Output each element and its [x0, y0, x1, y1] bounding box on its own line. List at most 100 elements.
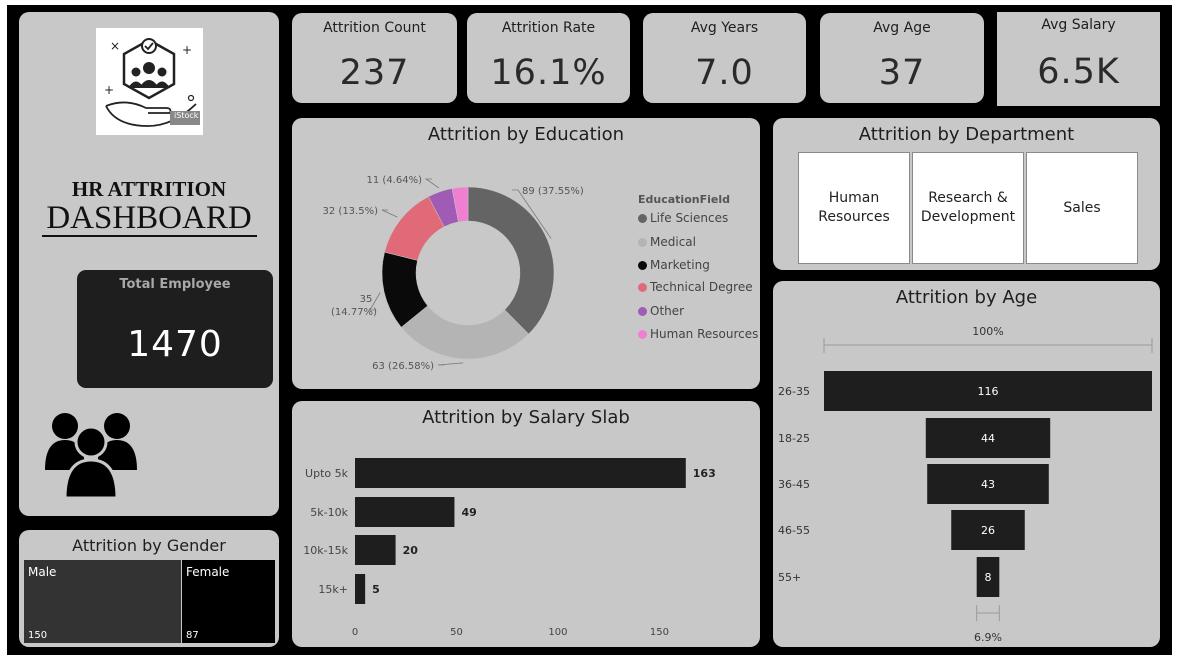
category-label: 55+	[778, 571, 801, 584]
funnel-bar	[824, 371, 1152, 411]
logo-watermark: iStock	[174, 111, 199, 120]
leader-line	[424, 178, 439, 189]
legend-label: Human Resources	[650, 327, 759, 341]
legend-swatch	[638, 213, 647, 223]
data-label: 8	[985, 571, 992, 584]
data-label: 32 (13.5%)	[323, 206, 379, 217]
age-chart-card: Attrition by Age 100% 26-35 116 18-25 44 36-4…	[773, 281, 1160, 647]
legend-title: EducationField	[638, 193, 730, 206]
gender-value: 87	[186, 630, 199, 641]
gender-tile-female[interactable]: Female 87	[182, 560, 275, 643]
kpi-label: Avg Salary	[1041, 17, 1116, 33]
dashboard-title-line1: HR ATTRITION	[71, 177, 227, 201]
dashboard-title-line2: DASHBOARD	[46, 200, 252, 236]
legend-label: Medical	[650, 235, 696, 249]
legend-item[interactable]: Medical	[638, 235, 696, 249]
data-label: 163	[693, 467, 716, 480]
total-employee-card: Total Employee 1470	[77, 270, 273, 388]
kpi-avg-age: Avg Age 37	[820, 13, 984, 103]
legend-swatch	[638, 306, 647, 316]
x-tick-label: 50	[450, 627, 463, 638]
data-label: 116	[978, 385, 999, 398]
category-label: 46-55	[778, 524, 810, 537]
kpi-value: 16.1%	[490, 53, 607, 93]
funnel-bar	[927, 464, 1049, 504]
legend-label: Other	[650, 304, 685, 318]
category-label: 15k+	[318, 583, 348, 596]
legend-swatch	[638, 329, 647, 339]
salary-bar	[355, 458, 686, 488]
leader-line	[512, 189, 552, 239]
kpi-label: Avg Age	[873, 20, 931, 36]
total-employee-label: Total Employee	[119, 277, 231, 292]
x-tick-label: 150	[650, 627, 669, 638]
funnel-bottom-label: 6.9%	[974, 631, 1002, 644]
category-label: 5k-10k	[310, 506, 348, 519]
legend-item[interactable]: Life Sciences	[638, 211, 728, 225]
legend-label: Life Sciences	[650, 211, 729, 225]
chart-title: Attrition by Salary Slab	[422, 407, 630, 428]
salary-chart-card: Attrition by Salary Slab Upto 5k 163 5k-10…	[292, 401, 760, 647]
age-funnel-chart: 100% 26-35 116 18-25 44 36-45 43 46-55 26 55+ 8 6.9…	[778, 325, 1153, 644]
education-donut-chart: 89 (37.55%) 63 (26.58%) 35 (14.77%) 32 (13.5…	[323, 175, 584, 372]
department-tile[interactable]: Human Resources	[798, 152, 910, 264]
category-label: Upto 5k	[305, 467, 349, 480]
gender-tile-male[interactable]: Male 150	[24, 560, 181, 643]
data-label: 11 (4.64%)	[367, 175, 423, 186]
data-label: 5	[372, 583, 380, 596]
department-tile[interactable]: Research & Development	[912, 152, 1024, 264]
data-label: 43	[981, 478, 995, 491]
category-label: 36-45	[778, 478, 810, 491]
legend-swatch	[638, 260, 647, 270]
legend-swatch	[638, 237, 647, 247]
category-label: 18-25	[778, 432, 810, 445]
chart-title: Attrition by Education	[427, 124, 625, 145]
legend-swatch	[638, 282, 647, 292]
legend-item[interactable]: Technical Degree	[638, 280, 753, 294]
data-label: 63 (26.58%)	[372, 361, 434, 372]
kpi-value: 37	[878, 53, 926, 93]
funnel-top-label: 100%	[972, 325, 1003, 338]
kpi-attrition-count: Attrition Count 237	[292, 13, 457, 103]
x-tick-label: 0	[352, 627, 358, 638]
legend-item[interactable]: Marketing	[638, 258, 710, 272]
kpi-label: Attrition Rate	[501, 20, 596, 36]
brand-panel: × + + iStock HR ATTRITION DASHBOARD	[19, 12, 279, 516]
leader-line	[369, 292, 381, 311]
department-tile[interactable]: Sales	[1026, 152, 1138, 264]
data-label: 49	[461, 506, 476, 519]
dashboard-canvas: × + + iStock HR ATTRITION DASHBOARD	[7, 5, 1172, 655]
title-underline	[42, 235, 257, 237]
donut-slice	[467, 186, 555, 335]
funnel-top-bracket	[823, 338, 1153, 353]
department-card: Attrition by Department Human Resources …	[773, 118, 1160, 270]
svg-text:×: ×	[110, 39, 120, 53]
total-employee-value: 1470	[127, 324, 223, 365]
gender-label: Male	[28, 565, 57, 579]
data-label: 35	[360, 294, 373, 305]
legend-item[interactable]: Other	[638, 304, 684, 318]
hand-group-icon: × + +	[104, 38, 200, 127]
category-label: 26-35	[778, 385, 810, 398]
funnel-bar	[925, 418, 1051, 458]
people-group-icon	[45, 413, 137, 498]
x-tick-label: 100	[548, 627, 567, 638]
data-label: 26	[981, 524, 995, 537]
chart-title: Attrition by Gender	[72, 536, 226, 555]
kpi-attrition-rate: Attrition Rate 16.1%	[467, 13, 630, 103]
leader-line	[437, 362, 464, 366]
department-title: Attrition by Department	[858, 124, 1075, 145]
kpi-avg-years: Avg Years 7.0	[643, 13, 806, 103]
education-chart-card: Attrition by Education 89 (37.55%) 63 (26…	[292, 118, 760, 389]
legend-label: Marketing	[650, 258, 710, 272]
legend-label: Technical Degree	[650, 280, 753, 294]
salary-bar	[355, 535, 396, 565]
kpi-value: 237	[339, 53, 410, 93]
logo-image: × + + iStock	[96, 28, 203, 135]
gender-label: Female	[186, 565, 230, 579]
data-label: 44	[981, 432, 995, 445]
kpi-label: Avg Years	[690, 20, 759, 36]
legend-item[interactable]: Human Resources	[638, 327, 758, 341]
salary-bar	[355, 574, 366, 604]
